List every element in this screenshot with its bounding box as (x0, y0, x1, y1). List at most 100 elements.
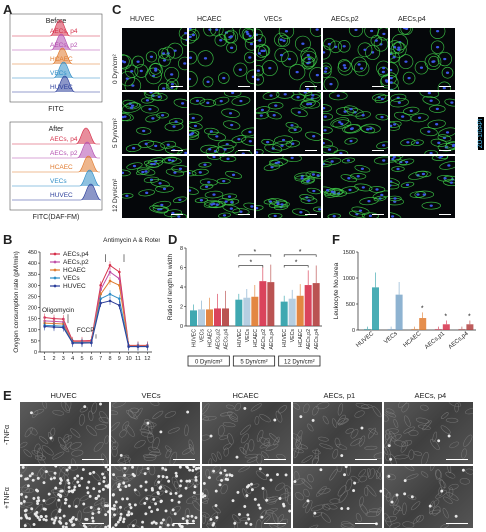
leukocyte (26, 477, 29, 481)
dapi-nucleus (370, 29, 374, 33)
zo1-junction (199, 98, 217, 107)
endothelial-cell (345, 478, 353, 492)
dapi-nucleus (397, 101, 401, 104)
endothelial-cell (384, 442, 389, 455)
zo1-junction (299, 80, 316, 90)
endothelial-cell (58, 466, 66, 479)
endothelial-cell (429, 500, 435, 515)
endothelial-cell (463, 434, 473, 447)
phase-contrast-image (293, 402, 382, 464)
zo1-junction (256, 148, 264, 154)
endothelial-cell (324, 503, 338, 510)
dapi-nucleus (191, 132, 195, 135)
leukocyte (260, 515, 264, 519)
dapi-nucleus (442, 86, 446, 90)
endothelial-cell (147, 421, 153, 435)
dapi-nucleus (125, 194, 129, 198)
endothelial-cell (445, 471, 456, 479)
annotation-oligomycin: Oligomycin (42, 307, 75, 314)
endothelial-cell (77, 510, 82, 522)
zo1-junction (223, 120, 241, 130)
endothelial-cell (413, 515, 421, 524)
endothelial-cell (202, 434, 211, 441)
dapi-nucleus (349, 107, 353, 111)
leukocyte (220, 478, 224, 482)
dapi-nucleus (435, 29, 440, 33)
endothelial-cell (118, 454, 130, 463)
endothelial-cell (440, 412, 449, 419)
x-tick-label: 5 (80, 356, 83, 362)
zo1-junction (300, 47, 317, 64)
leukocyte (125, 497, 129, 501)
endothelial-cell (71, 449, 84, 457)
leukocyte (54, 516, 58, 520)
dapi-nucleus (429, 152, 433, 154)
zo1-junction (351, 206, 370, 215)
leukocyte (89, 506, 93, 510)
dapi-nucleus (350, 127, 354, 130)
phase-column-label: VECs (141, 391, 161, 400)
leukocyte (219, 471, 223, 475)
dapi-nucleus (256, 151, 259, 154)
before-histogram-curve (12, 33, 100, 51)
before-histogram-curve (12, 61, 100, 79)
dapi-nucleus (327, 42, 331, 46)
leukocyte (164, 509, 168, 513)
dapi-nucleus (340, 122, 344, 126)
annotation-fccp: FCCP (77, 327, 95, 334)
dapi-nucleus (363, 48, 367, 51)
endothelial-cell (400, 441, 409, 453)
dapi-nucleus (396, 167, 400, 171)
significance-star: * (249, 260, 252, 267)
zo1-junction (306, 187, 321, 195)
zo1-junction (350, 172, 367, 180)
data-point (127, 345, 130, 348)
endothelial-cell (385, 428, 399, 435)
leukocyte (49, 477, 53, 481)
endothelial-cell (98, 417, 109, 424)
dapi-nucleus (228, 112, 233, 115)
leukocyte (238, 512, 241, 516)
dapi-nucleus (445, 71, 450, 74)
dapi-nucleus (451, 144, 455, 148)
leukocyte (44, 470, 48, 474)
dapi-nucleus (191, 33, 195, 37)
endothelial-cell (20, 466, 28, 474)
endothelial-cell (266, 498, 277, 505)
phase-row-label: -TNFα (4, 425, 11, 445)
data-point (118, 284, 121, 287)
zo1-junction (437, 143, 455, 152)
leukocyte (250, 482, 253, 486)
scale-bar (264, 522, 286, 524)
dapi-nucleus (306, 102, 310, 106)
dapi-nucleus (449, 181, 453, 184)
leukocyte (178, 484, 182, 488)
data-point (99, 297, 102, 300)
leukocyte (144, 488, 148, 492)
endothelial-cell (401, 402, 410, 413)
leukocyte (188, 479, 192, 483)
dapi-nucleus (343, 66, 347, 70)
dapi-nucleus (281, 138, 286, 142)
zo1-junction (288, 126, 302, 134)
x-tick-label: 4 (71, 356, 74, 362)
endothelial-cell (223, 447, 229, 457)
endothelial-cell (111, 410, 119, 416)
dapi-nucleus (167, 158, 172, 162)
endothelial-cell (432, 431, 438, 443)
zo1-junction (234, 149, 252, 154)
significance-star: * (295, 260, 298, 267)
leukocyte (379, 489, 382, 493)
leukocyte (53, 476, 56, 480)
endothelial-cell (389, 430, 397, 440)
leukocyte (127, 513, 131, 517)
leukocyte (36, 489, 40, 493)
dapi-nucleus (248, 34, 252, 38)
zo1-junction (178, 56, 187, 71)
endothelial-cell (52, 451, 65, 460)
dapi-nucleus (245, 30, 249, 34)
endothelial-cell (394, 440, 407, 447)
leukocyte (106, 468, 109, 471)
endothelial-cell (165, 445, 173, 453)
